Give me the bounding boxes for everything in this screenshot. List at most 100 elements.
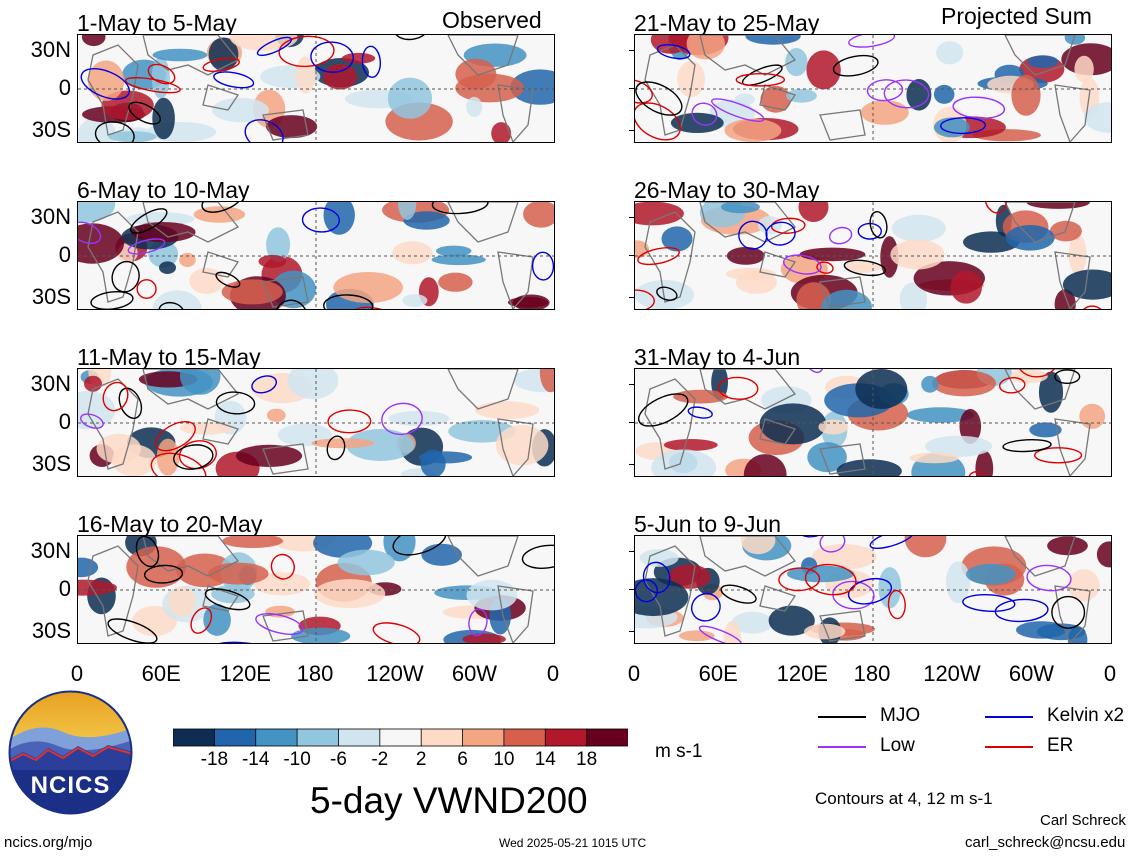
- colorbar-swatch: [503, 728, 547, 747]
- contour-line: [795, 536, 836, 538]
- panel-title: 31-May to 4-Jun: [634, 344, 801, 370]
- colorbar-swatch: [544, 728, 588, 747]
- coastline: [497, 84, 534, 142]
- lon-tick-label: 0: [70, 661, 84, 686]
- coastline: [142, 369, 240, 410]
- lat-tick-label: 30S: [31, 284, 71, 309]
- contour-line: [866, 79, 904, 102]
- contour-line: [310, 41, 354, 73]
- contour-line: [735, 73, 786, 87]
- footer-url[interactable]: ncics.org/mjo: [4, 834, 93, 851]
- lat-tick-label: 30N: [30, 204, 71, 229]
- anomaly-shading: [904, 536, 947, 558]
- contour-line: [847, 577, 893, 605]
- anomaly-shading: [807, 442, 847, 473]
- anomaly-shading: [936, 41, 964, 65]
- anomaly-shading: [723, 620, 742, 643]
- contour-line: [468, 608, 488, 637]
- colorbar-swatch: [172, 728, 216, 747]
- anomaly-shading: [436, 245, 472, 257]
- anomaly-map-panel: [77, 34, 555, 143]
- anomaly-shading: [878, 567, 902, 609]
- contour-line: [710, 98, 765, 122]
- coastline: [497, 585, 534, 643]
- contour-line: [635, 102, 681, 141]
- contour-line: [275, 299, 308, 309]
- colorbar-swatch: [420, 728, 464, 747]
- panel-title: 26-May to 30-May: [634, 177, 820, 203]
- contour-line: [635, 289, 655, 309]
- anomaly-shading: [421, 543, 463, 566]
- contour-line: [717, 376, 759, 400]
- coastline: [1004, 369, 1076, 410]
- coastline: [262, 109, 309, 141]
- contour-line: [635, 579, 658, 603]
- anomaly-shading: [156, 438, 180, 476]
- anomaly-shading: [455, 73, 524, 103]
- legend-label: Low: [880, 735, 915, 756]
- anomaly-shading: [945, 561, 971, 604]
- footer-email[interactable]: carl_schreck@ncsu.edu: [965, 834, 1126, 851]
- anomaly-shading: [495, 425, 549, 466]
- anomaly-shading: [266, 408, 286, 422]
- anomaly-shading: [909, 452, 959, 464]
- contour-line: [78, 221, 102, 245]
- lat-tick: [629, 464, 634, 465]
- contour-line: [136, 279, 157, 299]
- contour-line: [521, 544, 554, 569]
- contour-line: [804, 563, 857, 596]
- contour-line: [213, 71, 255, 89]
- anomaly-shading: [925, 435, 993, 457]
- coastline: [819, 610, 866, 642]
- anomaly-shading: [152, 48, 208, 62]
- coastline: [819, 276, 866, 308]
- coastline: [759, 84, 797, 111]
- anomaly-map-panel: [77, 368, 555, 477]
- anomaly-shading: [221, 279, 283, 305]
- coastline: [202, 418, 240, 445]
- contour-line: [1026, 564, 1072, 592]
- contour-line: [962, 594, 1016, 613]
- anomaly-shading: [1064, 35, 1086, 45]
- anomaly-shading: [108, 131, 157, 142]
- anomaly-shading: [724, 118, 782, 142]
- lat-tick: [629, 551, 634, 552]
- lon-tick-label: 0: [627, 661, 641, 686]
- contour-line: [887, 589, 906, 620]
- anomaly-shading: [1067, 569, 1100, 602]
- contour-line: [984, 202, 1007, 214]
- anomaly-map: [78, 202, 554, 309]
- anomaly-shading: [507, 296, 549, 308]
- anomaly-shading: [491, 122, 512, 142]
- lat-tick: [629, 422, 634, 423]
- anomaly-map: [635, 369, 1111, 476]
- anomaly-shading: [392, 241, 433, 265]
- coastline: [644, 211, 696, 303]
- anomaly-shading: [921, 375, 939, 393]
- anomaly-shading: [322, 63, 358, 90]
- anomaly-shading: [890, 239, 945, 270]
- colorbar-swatch: [379, 728, 423, 747]
- colorbar-tick-label: -6: [330, 749, 347, 770]
- contour-line: [656, 286, 678, 301]
- anomaly-map-panel: [634, 201, 1112, 310]
- contour-line: [1051, 595, 1086, 629]
- anomaly-shading: [510, 69, 554, 105]
- logo-text: NCICS: [30, 772, 111, 799]
- anomaly-shading: [804, 623, 846, 640]
- colorbar-tick-label: 2: [415, 749, 427, 770]
- contour-line: [147, 63, 176, 85]
- anomaly-shading: [786, 88, 817, 103]
- contour-line: [128, 101, 161, 125]
- anomaly-shading: [346, 429, 415, 461]
- coastline: [699, 369, 797, 410]
- anomaly-map: [635, 35, 1111, 142]
- anomaly-shading: [159, 261, 176, 274]
- lon-tick-label: 180: [296, 661, 334, 686]
- anomaly-shading: [743, 454, 787, 476]
- anomaly-shading: [287, 369, 339, 400]
- colorbar-swatch: [338, 728, 381, 747]
- anomaly-shading: [975, 450, 994, 476]
- anomaly-shading: [523, 202, 554, 228]
- anomaly-shading: [933, 117, 970, 138]
